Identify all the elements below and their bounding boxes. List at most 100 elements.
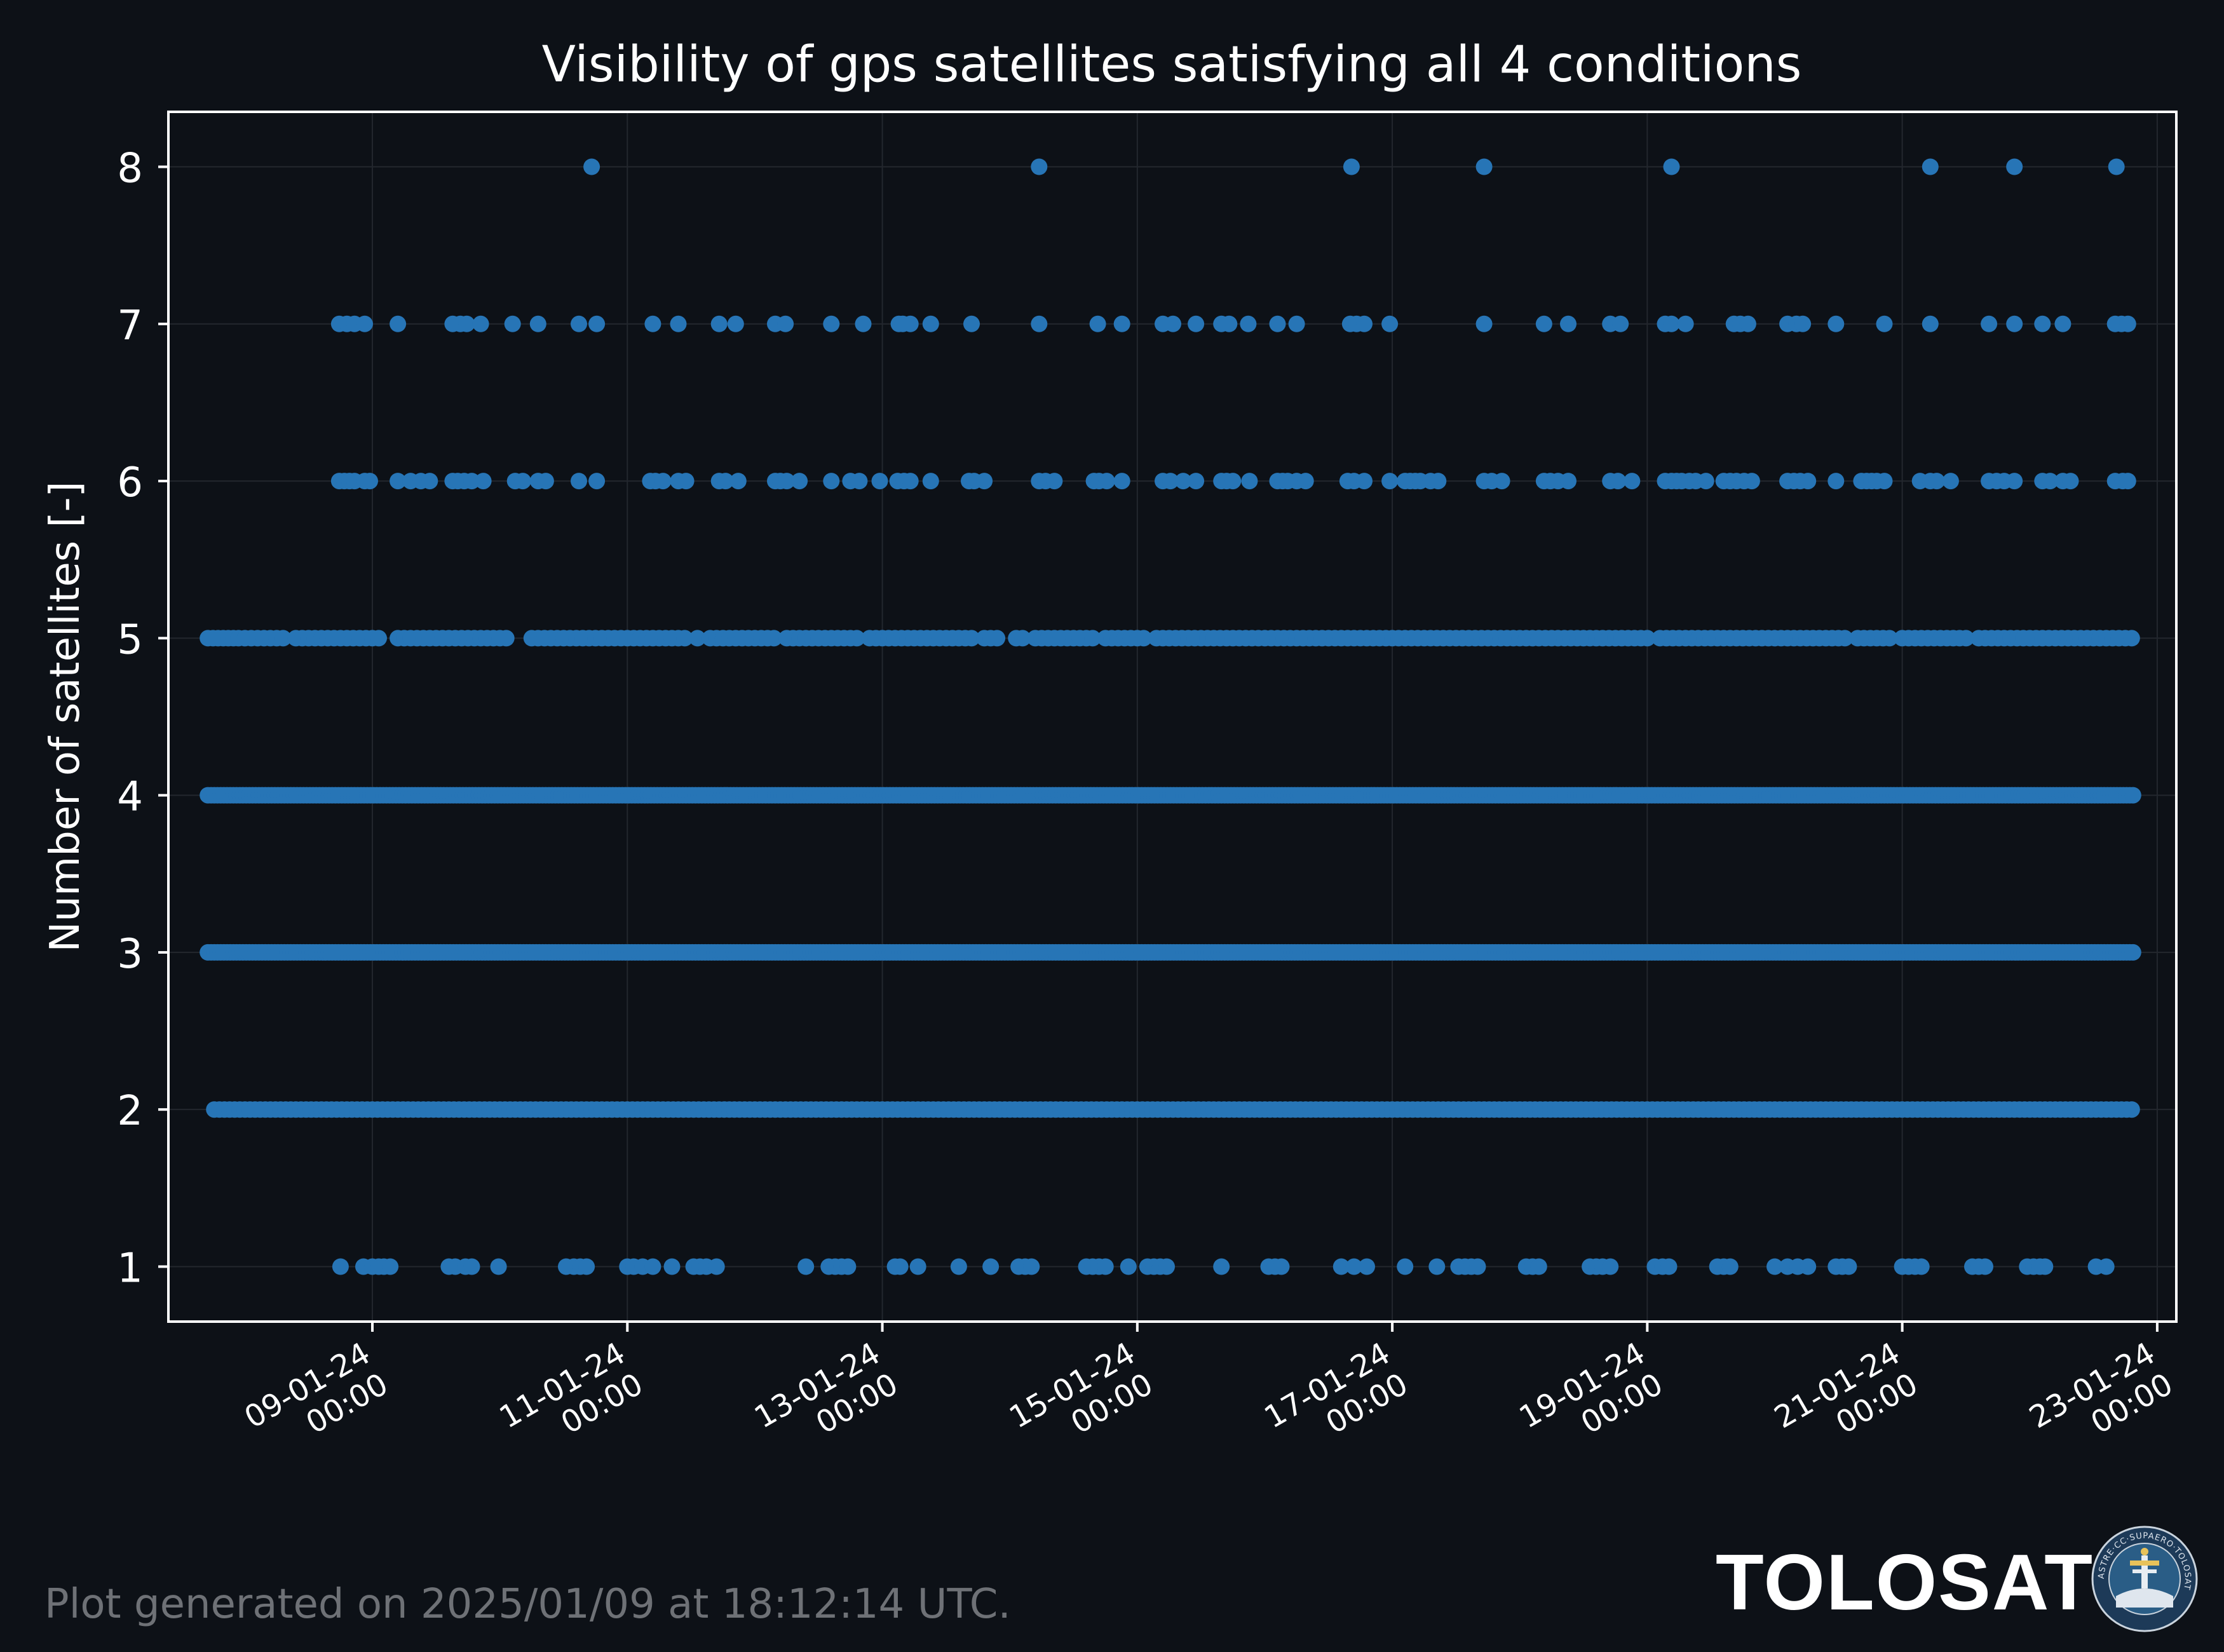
data-point — [1922, 315, 1939, 332]
data-point — [670, 315, 687, 332]
data-point — [1876, 473, 1893, 490]
data-point — [332, 1258, 349, 1275]
data-point — [1397, 1258, 1414, 1275]
data-point — [1677, 315, 1694, 332]
chart-title: Visibility of gps satellites satisfying … — [542, 36, 1802, 93]
y-tick-label: 2 — [117, 1088, 143, 1135]
data-point — [1031, 315, 1048, 332]
data-point — [976, 473, 993, 490]
data-point — [2119, 473, 2136, 490]
data-point — [362, 473, 378, 490]
y-tick-label: 3 — [117, 931, 143, 978]
data-point — [1840, 1258, 1857, 1275]
data-point — [1031, 158, 1048, 175]
data-point — [2034, 315, 2051, 332]
data-point — [2037, 1258, 2054, 1275]
data-point — [2006, 473, 2023, 490]
data-point — [458, 315, 475, 332]
data-point — [356, 315, 373, 332]
data-point — [475, 473, 492, 490]
data-point — [654, 473, 672, 490]
data-point — [1023, 1258, 1040, 1275]
data-point — [1135, 630, 1152, 647]
data-markers — [200, 158, 2141, 1275]
data-point — [1663, 158, 1680, 175]
data-point — [463, 1258, 480, 1275]
data-point — [2123, 1101, 2140, 1118]
data-point — [1697, 473, 1714, 490]
data-point — [644, 315, 661, 332]
data-point — [1876, 315, 1893, 332]
data-point — [1356, 473, 1373, 490]
y-axis-label: Number of satellites [-] — [42, 481, 89, 952]
data-point — [1602, 1258, 1619, 1275]
data-point — [839, 1258, 857, 1275]
y-tick-label: 7 — [117, 302, 143, 349]
data-point — [1836, 630, 1854, 647]
data-point — [1188, 315, 1205, 332]
data-point — [1942, 473, 1959, 490]
data-point — [1175, 473, 1192, 490]
data-point — [498, 630, 515, 647]
data-point — [778, 473, 796, 490]
data-point — [1475, 158, 1493, 175]
data-point — [892, 1258, 909, 1275]
data-point — [2042, 473, 2059, 490]
x-tick-label: 13-01-2400:00 — [749, 1336, 904, 1466]
data-point — [1827, 473, 1845, 490]
data-point — [777, 315, 794, 332]
data-point — [1610, 473, 1627, 490]
data-point — [1269, 315, 1286, 332]
data-point — [1359, 1258, 1375, 1275]
data-point — [823, 473, 840, 490]
data-point — [1288, 315, 1305, 332]
data-point — [2124, 787, 2141, 804]
data-point — [1639, 630, 1656, 647]
data-point — [1332, 1258, 1350, 1275]
data-point — [1356, 315, 1373, 332]
data-point — [1221, 315, 1238, 332]
data-point — [1663, 315, 1680, 332]
data-point — [644, 1258, 661, 1275]
data-point — [1097, 1258, 1114, 1275]
data-point — [1493, 473, 1510, 490]
x-tick-label: 11-01-2400:00 — [494, 1336, 649, 1466]
y-axis: 1 2 3 4 5 6 7 8 — [117, 146, 168, 1292]
data-point — [729, 473, 747, 490]
data-point — [1213, 1258, 1230, 1275]
data-point — [571, 315, 587, 332]
data-point — [463, 473, 480, 490]
y-tick-label: 5 — [117, 616, 143, 663]
data-point — [588, 473, 606, 490]
data-point — [382, 1258, 399, 1275]
data-point — [963, 315, 980, 332]
generated-timestamp-note: Plot generated on 2025/01/09 at 18:12:14… — [44, 1581, 1011, 1628]
x-tick-label: 19-01-2400:00 — [1514, 1336, 1669, 1466]
data-point — [1273, 1258, 1290, 1275]
grid-lines — [168, 112, 2176, 1322]
data-point — [421, 473, 438, 490]
data-point — [710, 315, 728, 332]
data-point — [1624, 473, 1641, 490]
data-point — [717, 473, 734, 490]
data-point — [390, 473, 407, 490]
data-point — [588, 315, 606, 332]
data-point — [1743, 473, 1760, 490]
data-point — [2119, 315, 2136, 332]
data-point — [1188, 473, 1205, 490]
data-point — [1922, 158, 1939, 175]
plot-area-frame — [167, 111, 2178, 1323]
data-point — [766, 630, 782, 647]
data-point — [1881, 630, 1898, 647]
data-point — [1928, 473, 1945, 490]
data-point — [1046, 473, 1063, 490]
data-point — [1560, 473, 1576, 490]
data-point — [1084, 630, 1101, 647]
data-point — [1981, 315, 1998, 332]
data-point — [472, 315, 489, 332]
data-point — [855, 315, 872, 332]
data-point — [909, 1258, 926, 1275]
data-point — [529, 315, 546, 332]
data-point — [2124, 944, 2141, 961]
